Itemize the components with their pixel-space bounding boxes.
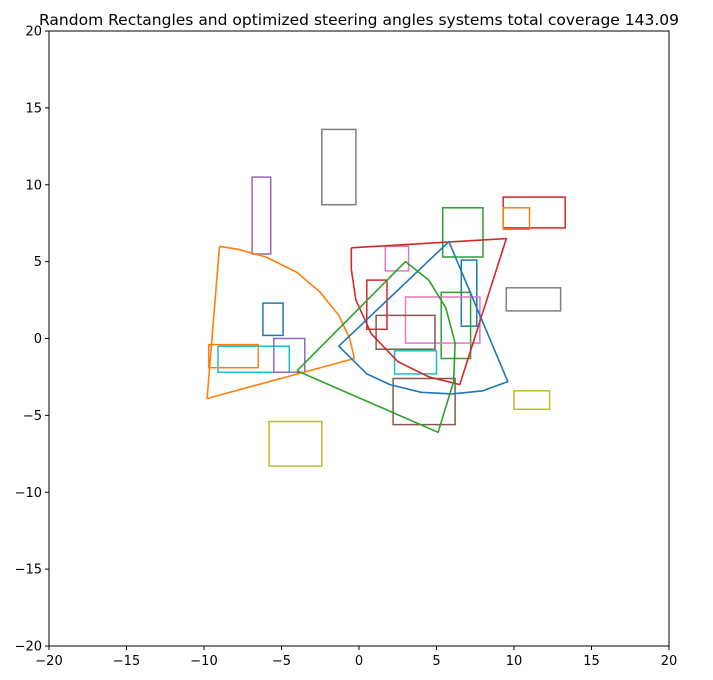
rectangle-18 xyxy=(262,302,284,337)
rectangle-15 xyxy=(217,345,291,374)
steering-sector-3 xyxy=(337,241,509,395)
steering-sector-2 xyxy=(350,237,508,386)
rectangle-1 xyxy=(502,196,566,229)
x-tick-label: 0 xyxy=(355,654,363,669)
rectangle-5 xyxy=(505,287,562,312)
rectangle-17 xyxy=(273,337,306,374)
y-tick-label: 15 xyxy=(25,101,42,116)
x-tick-label: 15 xyxy=(583,654,600,669)
rectangle-12 xyxy=(392,377,456,426)
x-tick-label: 10 xyxy=(506,654,523,669)
rectangle-3 xyxy=(441,207,484,258)
axes-frame xyxy=(48,30,670,647)
y-tick-label: −20 xyxy=(15,640,42,655)
rectangle-14 xyxy=(268,420,323,467)
y-tick-label: 20 xyxy=(25,25,42,40)
y-axis: −20 −15 −10 −5 0 5 10 15 20 xyxy=(15,25,49,655)
rectangle-4 xyxy=(384,245,410,272)
y-tick-label: 0 xyxy=(34,332,42,347)
x-axis: −20 −15 −10 −5 0 5 10 15 20 xyxy=(35,646,677,669)
x-tick-label: −5 xyxy=(272,654,291,669)
x-tick-label: 5 xyxy=(432,654,440,669)
shapes-layer xyxy=(206,128,566,467)
rectangle-13 xyxy=(513,390,551,411)
rectangle-6 xyxy=(460,259,478,327)
rectangle-19 xyxy=(251,176,272,255)
rectangle-10 xyxy=(375,314,436,350)
rectangle-16 xyxy=(207,343,260,369)
rectangle-8 xyxy=(440,291,472,360)
chart-title: Random Rectangles and optimized steering… xyxy=(39,11,679,29)
y-tick-label: −15 xyxy=(15,563,42,578)
steering-sector-4 xyxy=(296,260,456,434)
y-tick-label: −5 xyxy=(23,409,42,424)
x-tick-label: −10 xyxy=(190,654,217,669)
y-tick-label: −10 xyxy=(15,486,42,501)
x-tick-label: −15 xyxy=(113,654,140,669)
x-tick-label: −20 xyxy=(35,654,62,669)
y-tick-label: 10 xyxy=(25,178,42,193)
rectangle-2 xyxy=(502,207,531,231)
rectangle-7 xyxy=(366,279,388,331)
x-tick-label: 20 xyxy=(661,654,678,669)
rectangle-20 xyxy=(321,128,357,206)
y-tick-label: 5 xyxy=(34,255,42,270)
steering-sector-1 xyxy=(206,245,356,400)
rectangle-11 xyxy=(393,350,438,375)
